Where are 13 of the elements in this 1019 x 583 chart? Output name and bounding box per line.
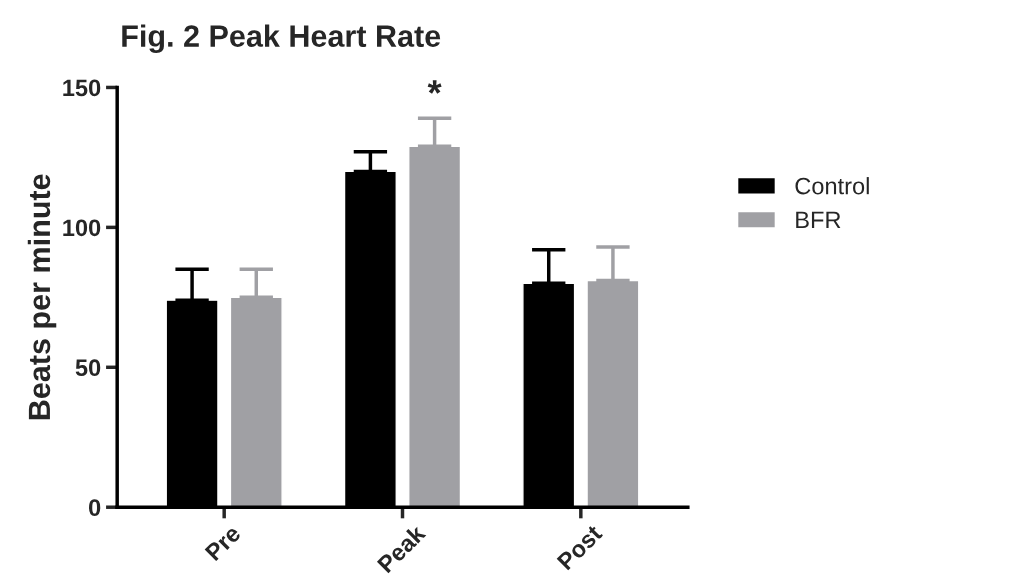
chart-title: Fig. 2 Peak Heart Rate <box>122 24 441 54</box>
y-tick-label: 100 <box>63 219 101 237</box>
y-axis-title: Beats per minute <box>27 174 57 420</box>
legend-label: Control <box>795 177 869 195</box>
bar <box>586 279 640 508</box>
y-tick-label: 150 <box>63 79 101 97</box>
annotation: * <box>427 80 442 94</box>
bar <box>408 145 462 508</box>
x-tick-label: Pre <box>204 524 242 562</box>
bar <box>229 296 283 508</box>
y-tick-label: 50 <box>75 359 101 377</box>
y-tick-label: 0 <box>89 499 101 516</box>
legend-label: BFR <box>796 211 841 228</box>
